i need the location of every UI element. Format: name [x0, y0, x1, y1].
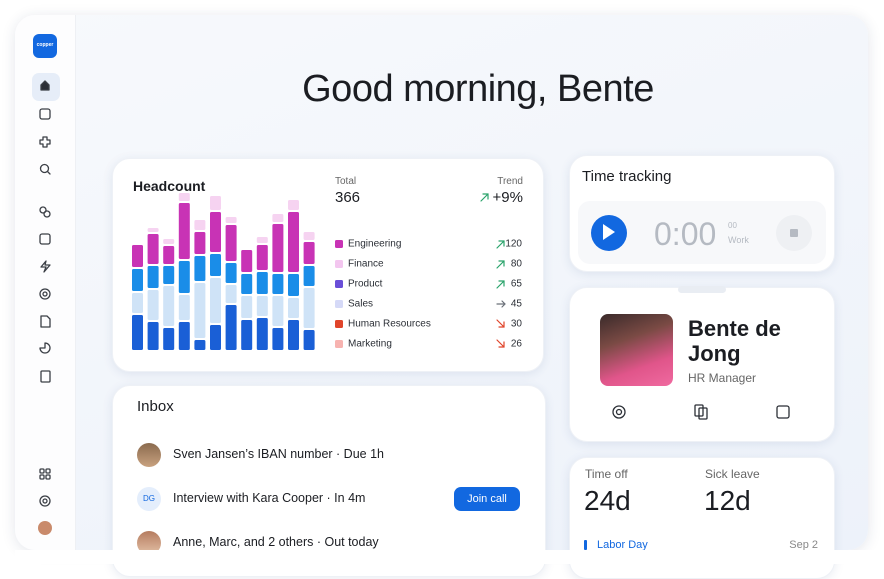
page: copper Good morning, Bente Headcount Tot…: [15, 15, 884, 579]
sick-label: Sick leave: [705, 467, 760, 481]
time-off-value: 24d: [584, 485, 631, 516]
stop-icon: [790, 229, 798, 237]
inbox-item[interactable]: Sven Jansen’s IBAN number · Due 1h: [173, 447, 384, 461]
holiday-name: Labor Day: [597, 539, 648, 551]
nav-active: [32, 73, 60, 101]
profile-photo: [600, 314, 673, 386]
stop-button[interactable]: [776, 215, 812, 251]
trend-label: Trend: [497, 176, 523, 187]
timer-mode: Work: [728, 235, 749, 245]
profile-role: HR Manager: [688, 371, 757, 385]
inbox-item[interactable]: Anne, Marc, and 2 others · Out today: [173, 535, 379, 549]
time-tracking-card: Time tracking 0:00 00 Work: [569, 155, 835, 272]
bottom-margin: [15, 550, 884, 564]
inbox-item[interactable]: Interview with Kara Cooper · In 4m: [173, 491, 366, 505]
timer-seconds: 00: [728, 221, 737, 230]
timer: 0:00: [654, 216, 717, 252]
play-button[interactable]: [591, 215, 627, 251]
logo-text: copper: [36, 42, 54, 48]
profile-card: Bente de Jong HR Manager: [569, 286, 835, 442]
card-title: Inbox: [137, 398, 174, 415]
sick-value: 12d: [704, 485, 751, 516]
inbox-card: Inbox Sven Jansen’s IBAN number · Due 1h…: [112, 385, 546, 577]
trend-value: +9%: [492, 189, 523, 206]
join-call-button[interactable]: Join call: [454, 487, 520, 511]
logo[interactable]: copper: [33, 34, 57, 58]
greeting: Good morning, Bente: [302, 68, 654, 110]
headcount-card: Headcount Total 366 Trend +9%: [112, 158, 544, 372]
avatar-initials: DG: [143, 494, 155, 503]
profile-name: Bente de Jong: [688, 316, 781, 366]
avatar: [137, 443, 161, 467]
button-label: Join call: [467, 493, 507, 505]
avatar: DG: [137, 487, 161, 511]
card-title: Headcount: [133, 178, 206, 194]
card-handle: [678, 286, 726, 293]
card-title: Time tracking: [582, 168, 672, 185]
time-off-label: Time off: [585, 467, 628, 481]
total-value: 366: [335, 189, 361, 206]
holiday-date: Sep 2: [789, 539, 818, 551]
holiday-marker: [584, 540, 587, 550]
total-label: Total: [335, 176, 357, 187]
sidebar: [15, 15, 76, 550]
